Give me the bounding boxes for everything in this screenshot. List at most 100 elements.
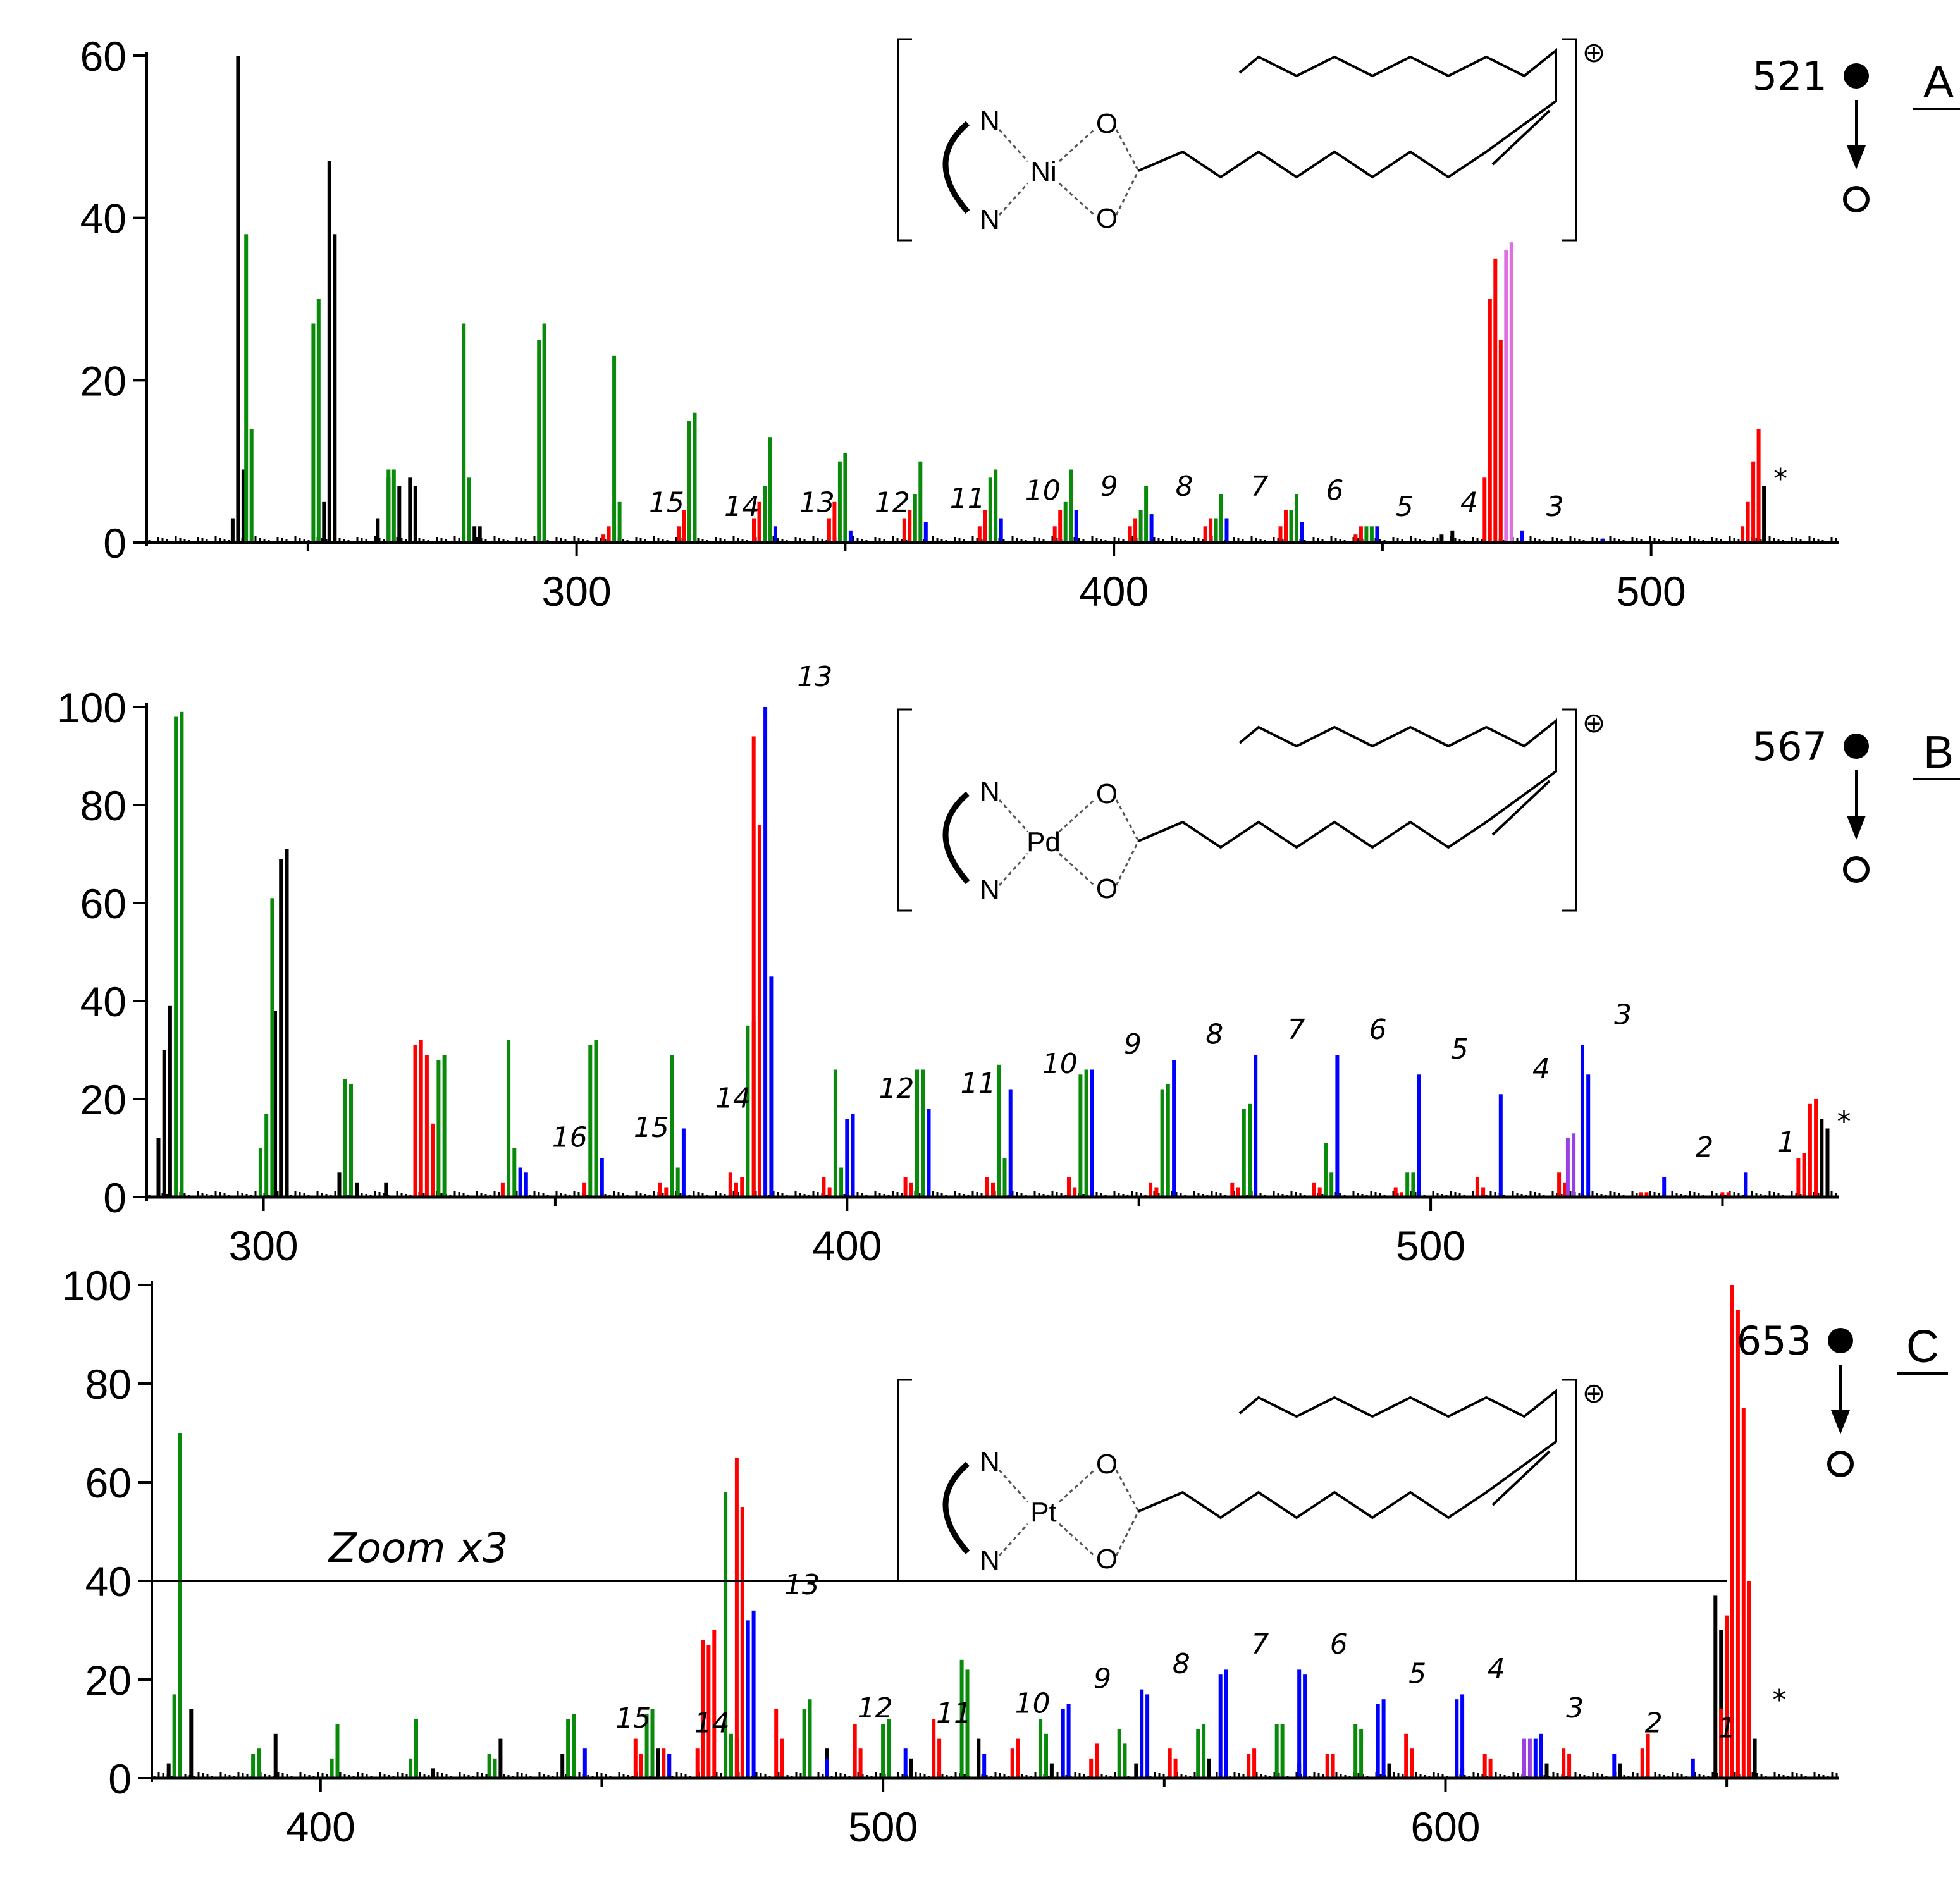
bracket-left (897, 38, 912, 242)
spectrum-peak (1154, 1187, 1159, 1197)
spectrum-peak (156, 1138, 161, 1197)
series-black (230, 56, 482, 543)
peak-number-label: 14 (715, 1082, 751, 1114)
peak-number-label: 12 (878, 1072, 914, 1105)
y-tick-label: 20 (80, 1076, 126, 1123)
spectrum-peak (1730, 1285, 1734, 1778)
spectrum-peak (827, 518, 831, 543)
precursor-mz: 567 (1753, 723, 1827, 770)
peak-number-label: 13 (784, 1569, 820, 1601)
spectrum-peak (1044, 1733, 1048, 1778)
series-black (1820, 1119, 1830, 1197)
spectrum-peak (1741, 1408, 1746, 1778)
series-red (633, 1285, 1751, 1778)
x-tick-label: 600 (1410, 1803, 1480, 1850)
spectrum-peak (1520, 530, 1524, 543)
spectrum-peak (1557, 1172, 1562, 1198)
series-purple (1522, 1738, 1532, 1778)
spectrum-peak (1522, 1738, 1526, 1778)
peak-number-label: 6 (1369, 1014, 1387, 1046)
spectrum-peak (1482, 477, 1487, 543)
spectrum-peak (839, 1167, 844, 1197)
peak-number-label: 9 (1100, 470, 1118, 503)
spectrum-peak (808, 1699, 812, 1778)
spectrum-peak (1284, 510, 1288, 543)
spectrum-peak (1376, 1704, 1380, 1778)
peak-number-label: 5 (1451, 1033, 1469, 1066)
spectrum-peak (1720, 1192, 1725, 1198)
spectrum-peak (769, 976, 774, 1198)
series-blue (582, 1610, 1695, 1778)
spectrum-peak (1539, 1733, 1543, 1778)
spectrum-peak (667, 1754, 672, 1778)
spectrum-peak (1300, 522, 1304, 543)
spectrum-peak (1640, 1748, 1644, 1778)
peak-number-label: 6 (1330, 1628, 1348, 1661)
spectrum-peak (189, 1709, 194, 1778)
spectrum-peak (751, 1610, 756, 1778)
y-tick-label: 80 (80, 782, 126, 829)
peak-number-label: 10 (1015, 1687, 1051, 1719)
spectrum-peak (1369, 526, 1374, 543)
spectrum-peak (1725, 1615, 1729, 1778)
spectrum-peak (656, 1748, 660, 1778)
spectrum-peak (1393, 1187, 1398, 1197)
spectrum-peak (1662, 1177, 1667, 1197)
diimine-arc (942, 121, 970, 214)
spectrum-peak (241, 469, 245, 543)
spectrum-peak (639, 1754, 643, 1778)
spectrum-peak (985, 1177, 989, 1197)
spectrum-peak (825, 1758, 829, 1778)
y-tick-label: 0 (108, 1755, 132, 1802)
x-tick-label: 300 (542, 568, 612, 615)
spectrum-peak (1095, 1743, 1099, 1778)
series-green (244, 234, 1374, 543)
x-tick-label: 500 (848, 1803, 918, 1850)
atom-o-upper: O (1096, 778, 1118, 809)
peak-number-label: 5 (1396, 491, 1414, 523)
peak-number-label: 10 (1025, 474, 1061, 507)
star-label: * (1773, 463, 1787, 495)
spectrum-peak (273, 1733, 278, 1778)
atom-n-lower: N (980, 875, 1000, 906)
spectrum-peak (478, 526, 482, 543)
peak-number-label: 12 (858, 1692, 893, 1724)
spectrum-peak (988, 477, 992, 543)
spectrum-peak (397, 486, 402, 543)
spectrum-peak (1067, 1177, 1071, 1197)
spectrum-peak (881, 1724, 885, 1778)
spectrum-peak (244, 234, 249, 543)
spectrum-peak (1224, 1669, 1228, 1778)
spectrum-peak (582, 1182, 587, 1198)
spectrum-peak (746, 1025, 750, 1198)
spectrum-peak (1219, 494, 1223, 543)
y-tick-label: 20 (80, 357, 126, 404)
spectrum-peak (977, 1738, 981, 1778)
spectrum-peak (330, 1758, 334, 1778)
spectrum-peak (311, 323, 316, 543)
spectrum-peak (424, 1055, 429, 1198)
spectrum-peak (1488, 299, 1492, 543)
spectrum-peak (1405, 1172, 1410, 1198)
spectrum-peak (746, 1620, 750, 1778)
x-tick-label: 400 (1079, 568, 1149, 615)
spectrum-peak (560, 1754, 565, 1778)
spectrum-peak (1353, 1724, 1358, 1778)
spectrum-peak (1297, 1669, 1302, 1778)
spectrum-peak (1753, 1738, 1757, 1778)
spectrum-peak (1747, 1581, 1751, 1778)
spectrum-peak (1565, 1138, 1570, 1197)
spectrum-peak (436, 1060, 441, 1197)
spectrum-peak (1612, 1754, 1617, 1778)
spectrum-peak (1063, 501, 1068, 543)
spectrum-peak (518, 1167, 522, 1197)
spectrum-peak (335, 1724, 340, 1778)
spectrum-peak (1145, 1694, 1150, 1778)
spectrum-peak (773, 526, 777, 543)
spectrum-peak (1353, 534, 1358, 543)
spectrum-peak (431, 1123, 435, 1198)
spectrum-peak (1196, 1729, 1200, 1778)
spectrum-peak (927, 1109, 931, 1197)
spectrum-peak (355, 1182, 359, 1198)
